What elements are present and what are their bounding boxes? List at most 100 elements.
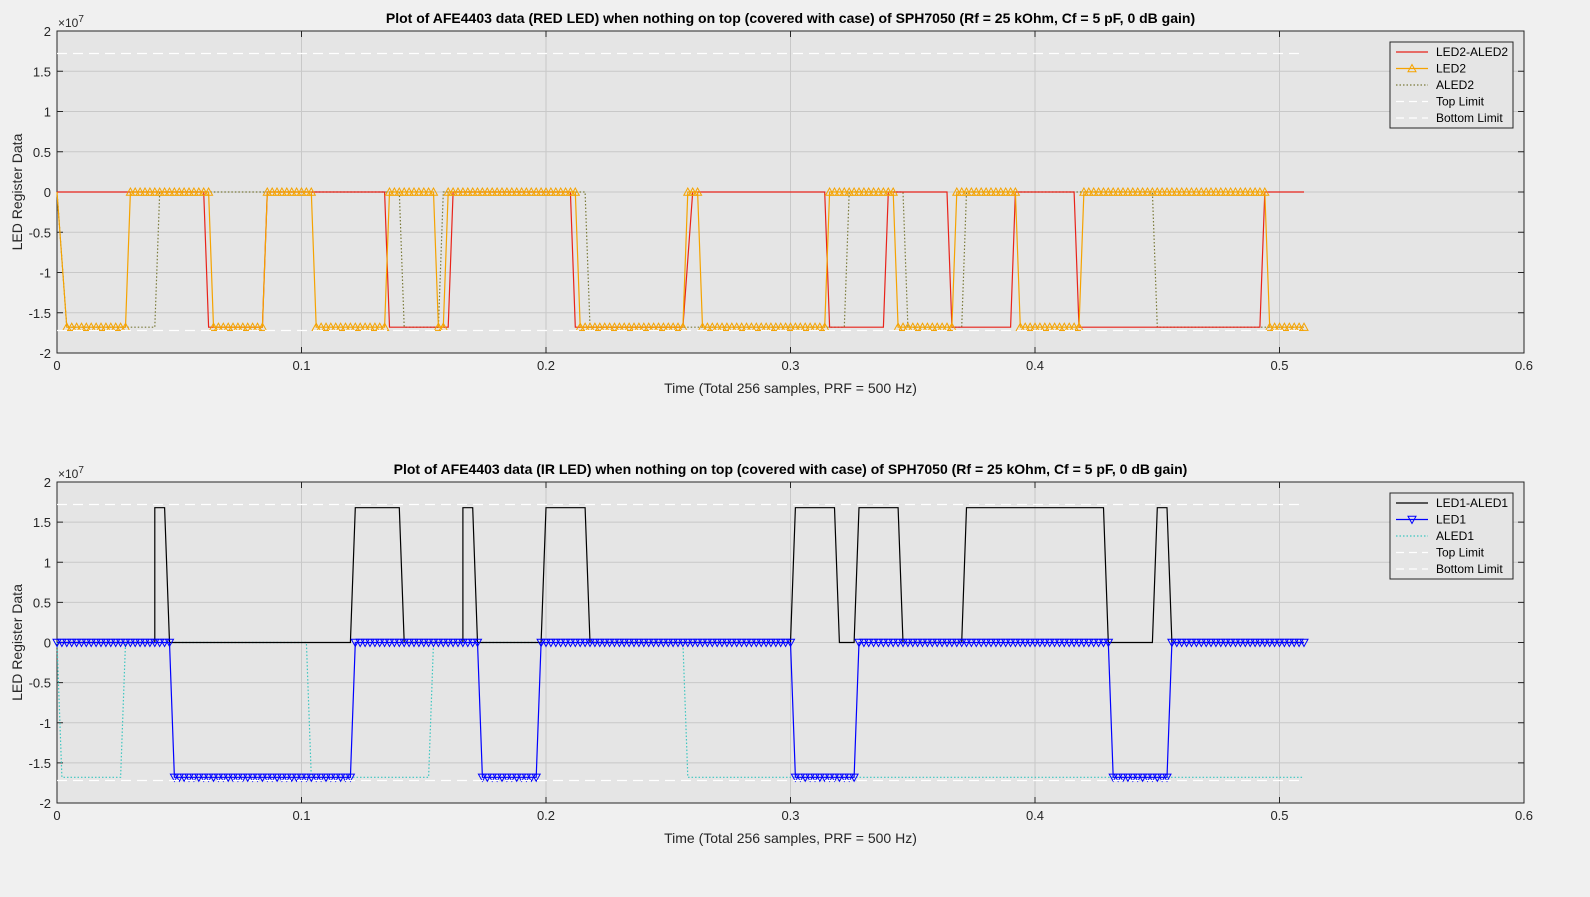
series-marker-led2 <box>487 186 498 196</box>
series-marker-led1 <box>790 773 801 783</box>
series-marker-led1 <box>57 638 67 648</box>
series-marker-led1 <box>193 773 204 783</box>
x-tick-label: 0.6 <box>1515 358 1533 373</box>
series-marker-led1 <box>1039 638 1050 648</box>
series-marker-led2 <box>306 186 317 196</box>
series-marker-led1 <box>458 638 468 648</box>
series-marker-led1 <box>937 638 947 648</box>
series-marker-led1 <box>839 773 850 783</box>
series-marker-led2 <box>1079 186 1089 196</box>
series-marker-led1 <box>423 638 434 648</box>
series-marker-led2 <box>912 322 923 331</box>
y-tick-label: 0 <box>44 636 51 651</box>
series-marker-led2 <box>453 186 463 196</box>
series-marker-led1 <box>942 638 952 648</box>
series-marker-led1 <box>438 638 449 648</box>
series-marker-led2 <box>482 186 493 196</box>
series-marker-led2 <box>966 186 977 196</box>
series-marker-led2 <box>687 186 698 196</box>
series-marker-led2 <box>428 186 439 196</box>
series-marker-led2 <box>418 186 429 196</box>
series-marker-led1 <box>1255 638 1265 648</box>
series-marker-led2 <box>658 322 669 331</box>
series-marker-led2 <box>1171 186 1182 196</box>
series-marker-led1 <box>374 638 385 648</box>
legend-marker <box>1407 515 1417 525</box>
series-marker-led1 <box>741 638 752 648</box>
series-marker-led1 <box>101 638 111 648</box>
series-marker-led1 <box>71 638 82 648</box>
series-marker-led1 <box>1093 638 1104 648</box>
series-marker-led2 <box>707 322 718 331</box>
series-marker-led2 <box>208 322 219 331</box>
series-marker-led2 <box>511 186 522 196</box>
legend-label: ALED1 <box>1436 529 1474 543</box>
series-marker-led1 <box>379 638 390 648</box>
series-marker-led2 <box>179 186 189 196</box>
y-tick-label: -2 <box>39 346 51 361</box>
series-marker-led2 <box>521 186 532 196</box>
series-marker-led1 <box>252 773 263 783</box>
series-marker-led1 <box>340 773 351 783</box>
series-marker-led2 <box>555 186 566 196</box>
series-marker-led2 <box>301 186 312 196</box>
series-marker-led1 <box>795 773 806 783</box>
series-marker-led1 <box>756 638 767 648</box>
series-marker-led2 <box>1025 322 1035 331</box>
series-marker-led2 <box>169 186 180 196</box>
series-marker-led1 <box>844 773 855 783</box>
series-marker-led2 <box>458 186 468 196</box>
series-marker-led2 <box>1255 186 1265 196</box>
y-tick-label: -1.5 <box>29 756 51 771</box>
y-tick-label: 0.5 <box>33 145 51 160</box>
y-tick-label: -0.5 <box>29 676 51 691</box>
series-marker-led2 <box>1225 186 1236 196</box>
series-marker-led2 <box>1123 186 1133 196</box>
series-marker-led2 <box>189 186 199 196</box>
series-marker-led1 <box>115 638 126 648</box>
series-marker-led2 <box>257 322 268 331</box>
series-marker-led1 <box>878 638 889 648</box>
series-marker-led1 <box>707 638 718 648</box>
series-marker-led1 <box>76 638 87 648</box>
series-marker-led1 <box>1279 638 1290 648</box>
series-marker-led1 <box>399 638 410 648</box>
series-marker-led1 <box>1132 773 1143 783</box>
series-marker-led1 <box>976 638 987 648</box>
series-marker-led1 <box>697 638 708 648</box>
series-marker-led1 <box>233 773 243 783</box>
series-marker-led2 <box>433 322 444 331</box>
series-marker-led1 <box>770 638 781 648</box>
series-marker-led2 <box>550 186 561 196</box>
series-marker-led1 <box>1162 773 1172 783</box>
x-tick-label: 0.3 <box>781 358 799 373</box>
series-marker-led1 <box>286 773 297 783</box>
series-marker-led2 <box>1074 322 1084 331</box>
series-marker-led2 <box>355 322 366 331</box>
series-marker-led1 <box>1069 638 1079 648</box>
series-marker-led1 <box>1020 638 1031 648</box>
series-marker-led2 <box>1118 186 1128 196</box>
series-marker-led2 <box>502 186 512 196</box>
series-marker-led2 <box>546 186 556 196</box>
series-marker-led1 <box>1074 638 1084 648</box>
legend-marker <box>1407 63 1417 73</box>
x-tick-label: 0 <box>53 808 60 823</box>
series-marker-led1 <box>325 773 336 783</box>
series-marker-led1 <box>321 773 331 783</box>
series-marker-led2 <box>1083 186 1094 196</box>
y-exponent-power: 7 <box>78 465 84 476</box>
series-marker-led1 <box>712 638 723 648</box>
series-marker-led1 <box>174 773 185 783</box>
series-marker-led1 <box>521 773 532 783</box>
series-marker-led2 <box>1176 186 1187 196</box>
series-marker-led1 <box>91 638 101 648</box>
series-marker-led1 <box>345 773 356 783</box>
series-marker-led2 <box>1181 186 1192 196</box>
series-marker-led1 <box>722 638 732 648</box>
series-marker-led2 <box>277 186 287 196</box>
series-marker-led1 <box>668 638 678 648</box>
series-marker-led1 <box>61 638 72 648</box>
series-marker-led2 <box>1157 186 1167 196</box>
series-marker-led1 <box>502 773 512 783</box>
